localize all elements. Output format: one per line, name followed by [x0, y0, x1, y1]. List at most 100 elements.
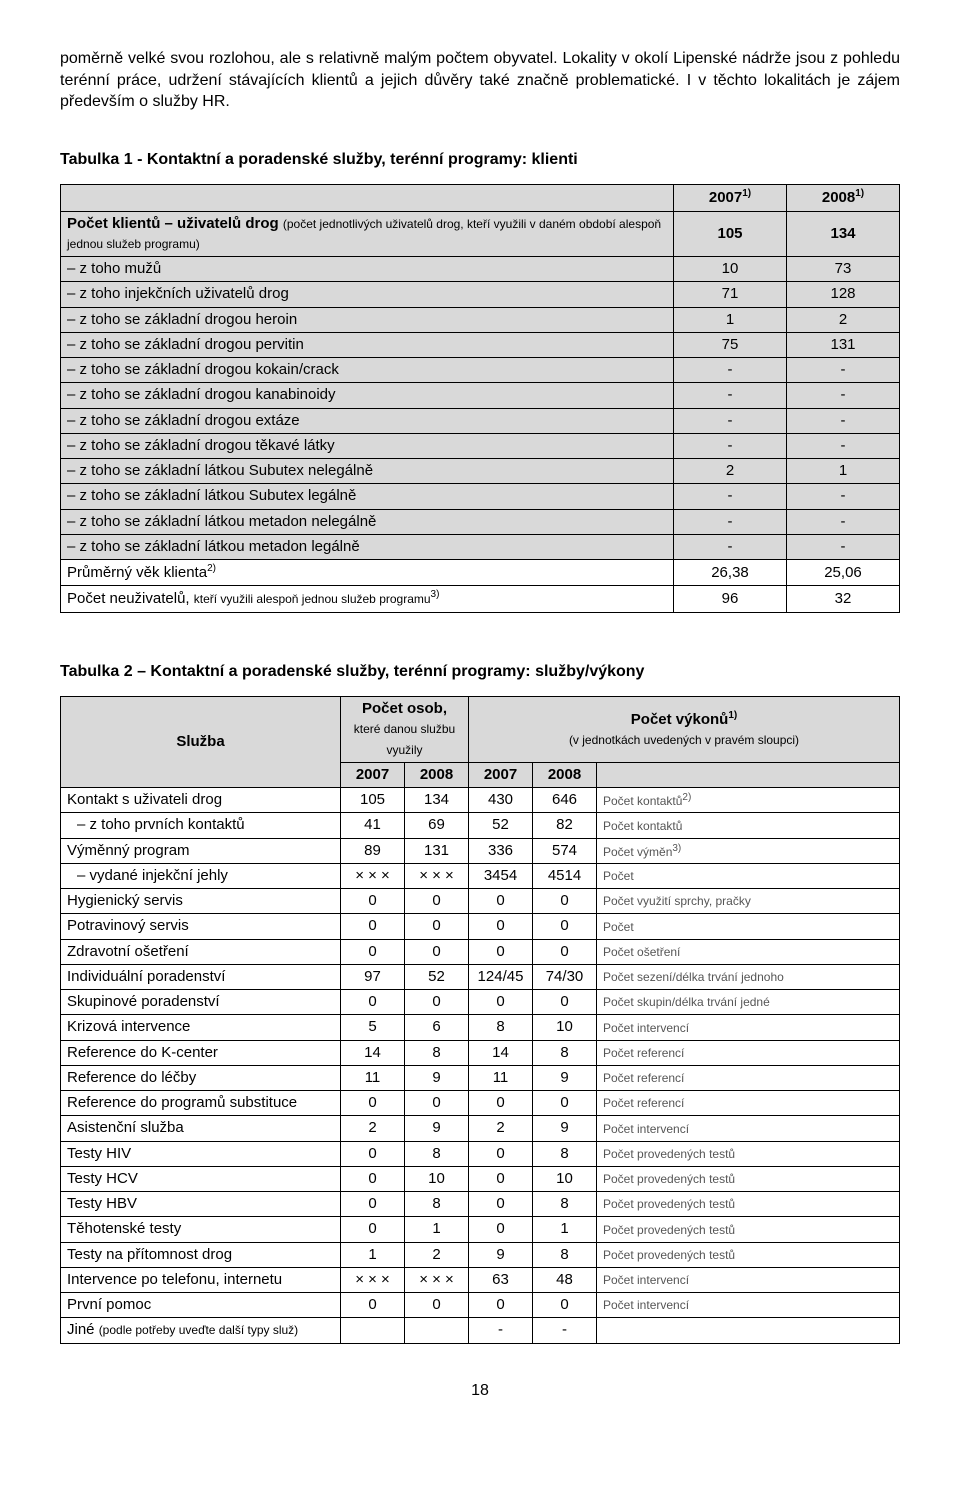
table2-unit: Počet intervencí	[597, 1015, 900, 1040]
table2-cell: 0	[341, 914, 405, 939]
table2-cell: 0	[405, 889, 469, 914]
table2-cell: 4514	[533, 863, 597, 888]
t2-head-p-y2: 2008	[405, 762, 469, 787]
table2-cell: 89	[341, 838, 405, 863]
table2-unit: Počet kontaktů	[597, 813, 900, 838]
table2-cell: 131	[405, 838, 469, 863]
t2-head-unit-blank	[597, 762, 900, 787]
table1-row: – z toho se základní drogou pervitin7513…	[61, 332, 900, 357]
table2-row-label: Jiné (podle potřeby uveďte další typy sl…	[61, 1318, 341, 1343]
table2-cell: 14	[469, 1040, 533, 1065]
page-number: 18	[60, 1380, 900, 1402]
table1-row: – z toho se základní drogou heroin12	[61, 307, 900, 332]
table2-cell: 10	[533, 1166, 597, 1191]
table2-unit: Počet intervencí	[597, 1116, 900, 1141]
table1-cell: -	[674, 408, 787, 433]
table2-cell: 0	[469, 1192, 533, 1217]
table2-unit: Počet referencí	[597, 1091, 900, 1116]
table2-cell: × × ×	[341, 1267, 405, 1292]
table2-unit: Počet kontaktů2)	[597, 788, 900, 813]
table1-cell: 26,38	[674, 560, 787, 586]
table2-unit: Počet skupin/délka trvání jedné	[597, 990, 900, 1015]
table2-cell: -	[533, 1318, 597, 1343]
table1-cell: 73	[787, 257, 900, 282]
table2-row-label: Výměnný program	[61, 838, 341, 863]
table2-cell: 0	[469, 889, 533, 914]
table2-cell: 0	[533, 914, 597, 939]
table2-row: – vydané injekční jehly× × ×× × ×3454451…	[61, 863, 900, 888]
table2-cell: 8	[533, 1040, 597, 1065]
table2-cell: 0	[341, 1141, 405, 1166]
table1-row: – z toho mužů1073	[61, 257, 900, 282]
table2-row-label: Krizová intervence	[61, 1015, 341, 1040]
table2-unit: Počet sezení/délka trvání jednoho	[597, 964, 900, 989]
table2-cell: -	[469, 1318, 533, 1343]
table2-cell: 9	[469, 1242, 533, 1267]
table2-cell: 48	[533, 1267, 597, 1292]
table2-cell: 74/30	[533, 964, 597, 989]
table2-cell: 0	[341, 1192, 405, 1217]
table2-cell: 0	[469, 939, 533, 964]
table2-row-label: Reference do K-center	[61, 1040, 341, 1065]
table2-unit: Počet provedených testů	[597, 1242, 900, 1267]
table1-row-label: – z toho se základní látkou metadon nele…	[61, 509, 674, 534]
table2-cell: 0	[405, 939, 469, 964]
table2-unit: Počet referencí	[597, 1065, 900, 1090]
table2-unit: Počet výměn3)	[597, 838, 900, 863]
table2-unit: Počet provedených testů	[597, 1141, 900, 1166]
table2-unit: Počet provedených testů	[597, 1166, 900, 1191]
t2-head-p-y1: 2007	[341, 762, 405, 787]
table2-unit: Počet využití sprchy, pračky	[597, 889, 900, 914]
table2-row: Hygienický servis0000Počet využití sprch…	[61, 889, 900, 914]
table2-cell: 0	[405, 990, 469, 1015]
table2-cell: 0	[533, 1293, 597, 1318]
table2-cell: 0	[533, 889, 597, 914]
table2-cell: 0	[469, 990, 533, 1015]
table1-row: – z toho se základní drogou extáze--	[61, 408, 900, 433]
table1-row: – z toho injekčních uživatelů drog71128	[61, 282, 900, 307]
table2-row: Testy HBV0808Počet provedených testů	[61, 1192, 900, 1217]
table2-cell: 0	[469, 1293, 533, 1318]
table2-cell: 430	[469, 788, 533, 813]
table2-row: Intervence po telefonu, internetu× × ×× …	[61, 1267, 900, 1292]
table1-cell: -	[674, 433, 787, 458]
table2-cell: 134	[405, 788, 469, 813]
table2-cell: 0	[533, 939, 597, 964]
table2-row: Těhotenské testy0101Počet provedených te…	[61, 1217, 900, 1242]
table2-row-label: První pomoc	[61, 1293, 341, 1318]
table2-row-label: Těhotenské testy	[61, 1217, 341, 1242]
table2-cell: 2	[469, 1116, 533, 1141]
table1-cell: 2	[787, 307, 900, 332]
table2-cell: 8	[533, 1192, 597, 1217]
table1-cell: -	[787, 509, 900, 534]
table2-cell: 1	[533, 1217, 597, 1242]
table2-cell: 8	[469, 1015, 533, 1040]
table2-row-label: Testy HIV	[61, 1141, 341, 1166]
table1-title: Tabulka 1 - Kontaktní a poradenské služb…	[60, 149, 900, 171]
table1-row-label: – z toho injekčních uživatelů drog	[61, 282, 674, 307]
table2-cell: × × ×	[405, 1267, 469, 1292]
table2-cell: 82	[533, 813, 597, 838]
table2-unit	[597, 1318, 900, 1343]
table2-row: Jiné (podle potřeby uveďte další typy sl…	[61, 1318, 900, 1343]
table2-row-label: Testy HBV	[61, 1192, 341, 1217]
table1-cell: -	[787, 484, 900, 509]
table1-header-blank	[61, 185, 674, 211]
table1-cell: 2	[674, 459, 787, 484]
table2-cell: 9	[533, 1116, 597, 1141]
table1-row: Počet neuživatelů, kteří využili alespoň…	[61, 586, 900, 612]
table2-cell: 5	[341, 1015, 405, 1040]
table2-row-label: Reference do léčby	[61, 1065, 341, 1090]
table1-row-label: – z toho se základní látkou metadon legá…	[61, 534, 674, 559]
table2-row-label: Intervence po telefonu, internetu	[61, 1267, 341, 1292]
table2-cell: 0	[405, 1091, 469, 1116]
table1-row: – z toho se základní látkou Subutex nele…	[61, 459, 900, 484]
table1-cell: -	[674, 534, 787, 559]
table2-row-label: Hygienický servis	[61, 889, 341, 914]
table2-cell: 0	[469, 1166, 533, 1191]
table2-cell: 10	[533, 1015, 597, 1040]
table2-unit: Počet	[597, 863, 900, 888]
table1-row-label: – z toho mužů	[61, 257, 674, 282]
table1-cell: -	[674, 509, 787, 534]
table2-row: Asistenční služba2929Počet intervencí	[61, 1116, 900, 1141]
